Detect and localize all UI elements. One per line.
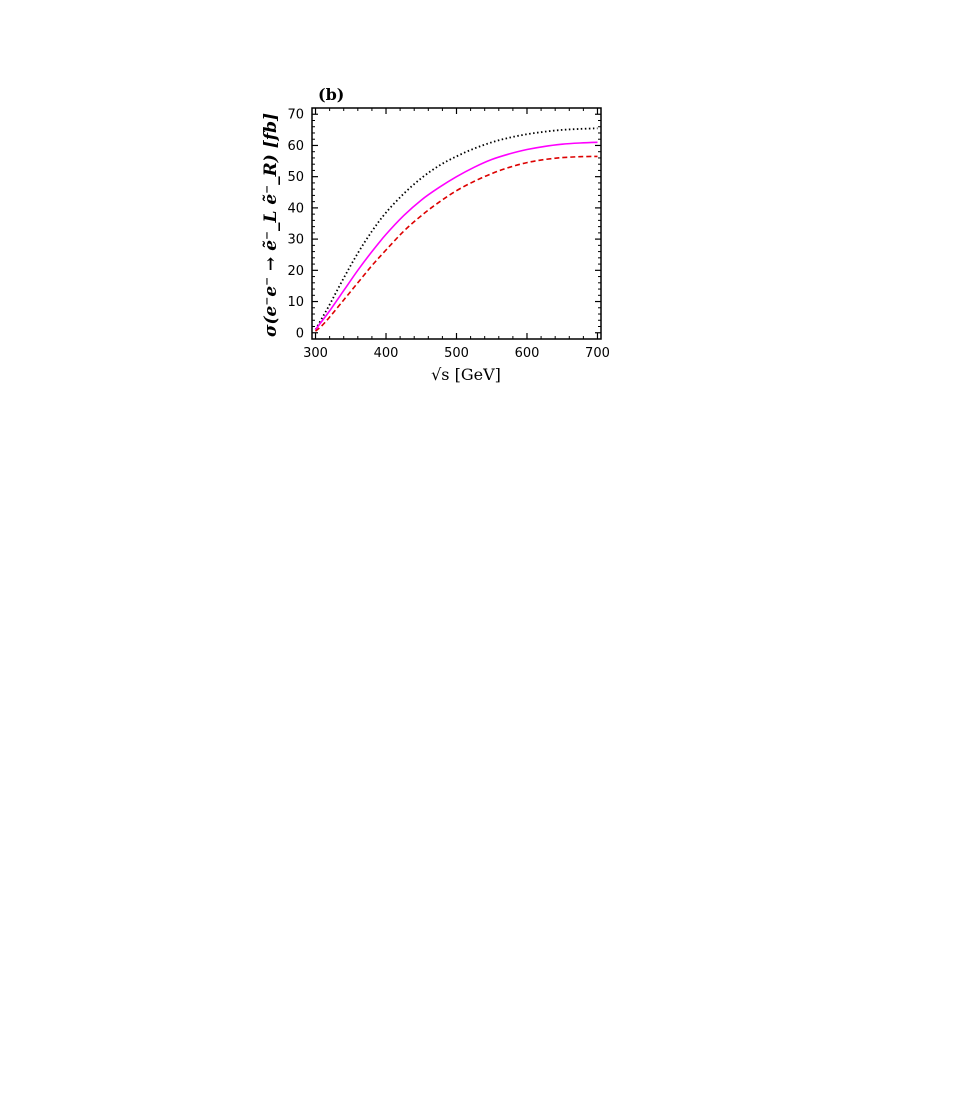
- plot-frame: [311, 107, 602, 340]
- panel-label: (b): [318, 85, 344, 104]
- plot-area: [312, 108, 601, 339]
- y-tick-label: 30: [287, 233, 304, 248]
- x-tick-label: 300: [303, 346, 328, 361]
- x-axis-label: √s [GeV]: [431, 365, 501, 384]
- x-tick-label: 500: [444, 346, 469, 361]
- y-tick-label: 0: [296, 326, 304, 341]
- y-tick-label: 40: [287, 201, 304, 216]
- y-axis-label: σ(e⁻e⁻ → ẽ⁻_L ẽ⁻_R) [fb]: [261, 113, 281, 337]
- x-tick-label: 700: [585, 346, 610, 361]
- x-tick-label: 600: [515, 346, 540, 361]
- x-tick-label: 400: [374, 346, 399, 361]
- y-tick-label: 60: [287, 139, 304, 154]
- y-tick-label: 50: [287, 170, 304, 185]
- y-tick-label: 20: [287, 264, 304, 279]
- y-tick-label: 70: [287, 108, 304, 123]
- y-tick-label: 10: [287, 295, 304, 310]
- series-line-solid: [314, 141, 598, 331]
- series-line-dashed: [314, 155, 598, 332]
